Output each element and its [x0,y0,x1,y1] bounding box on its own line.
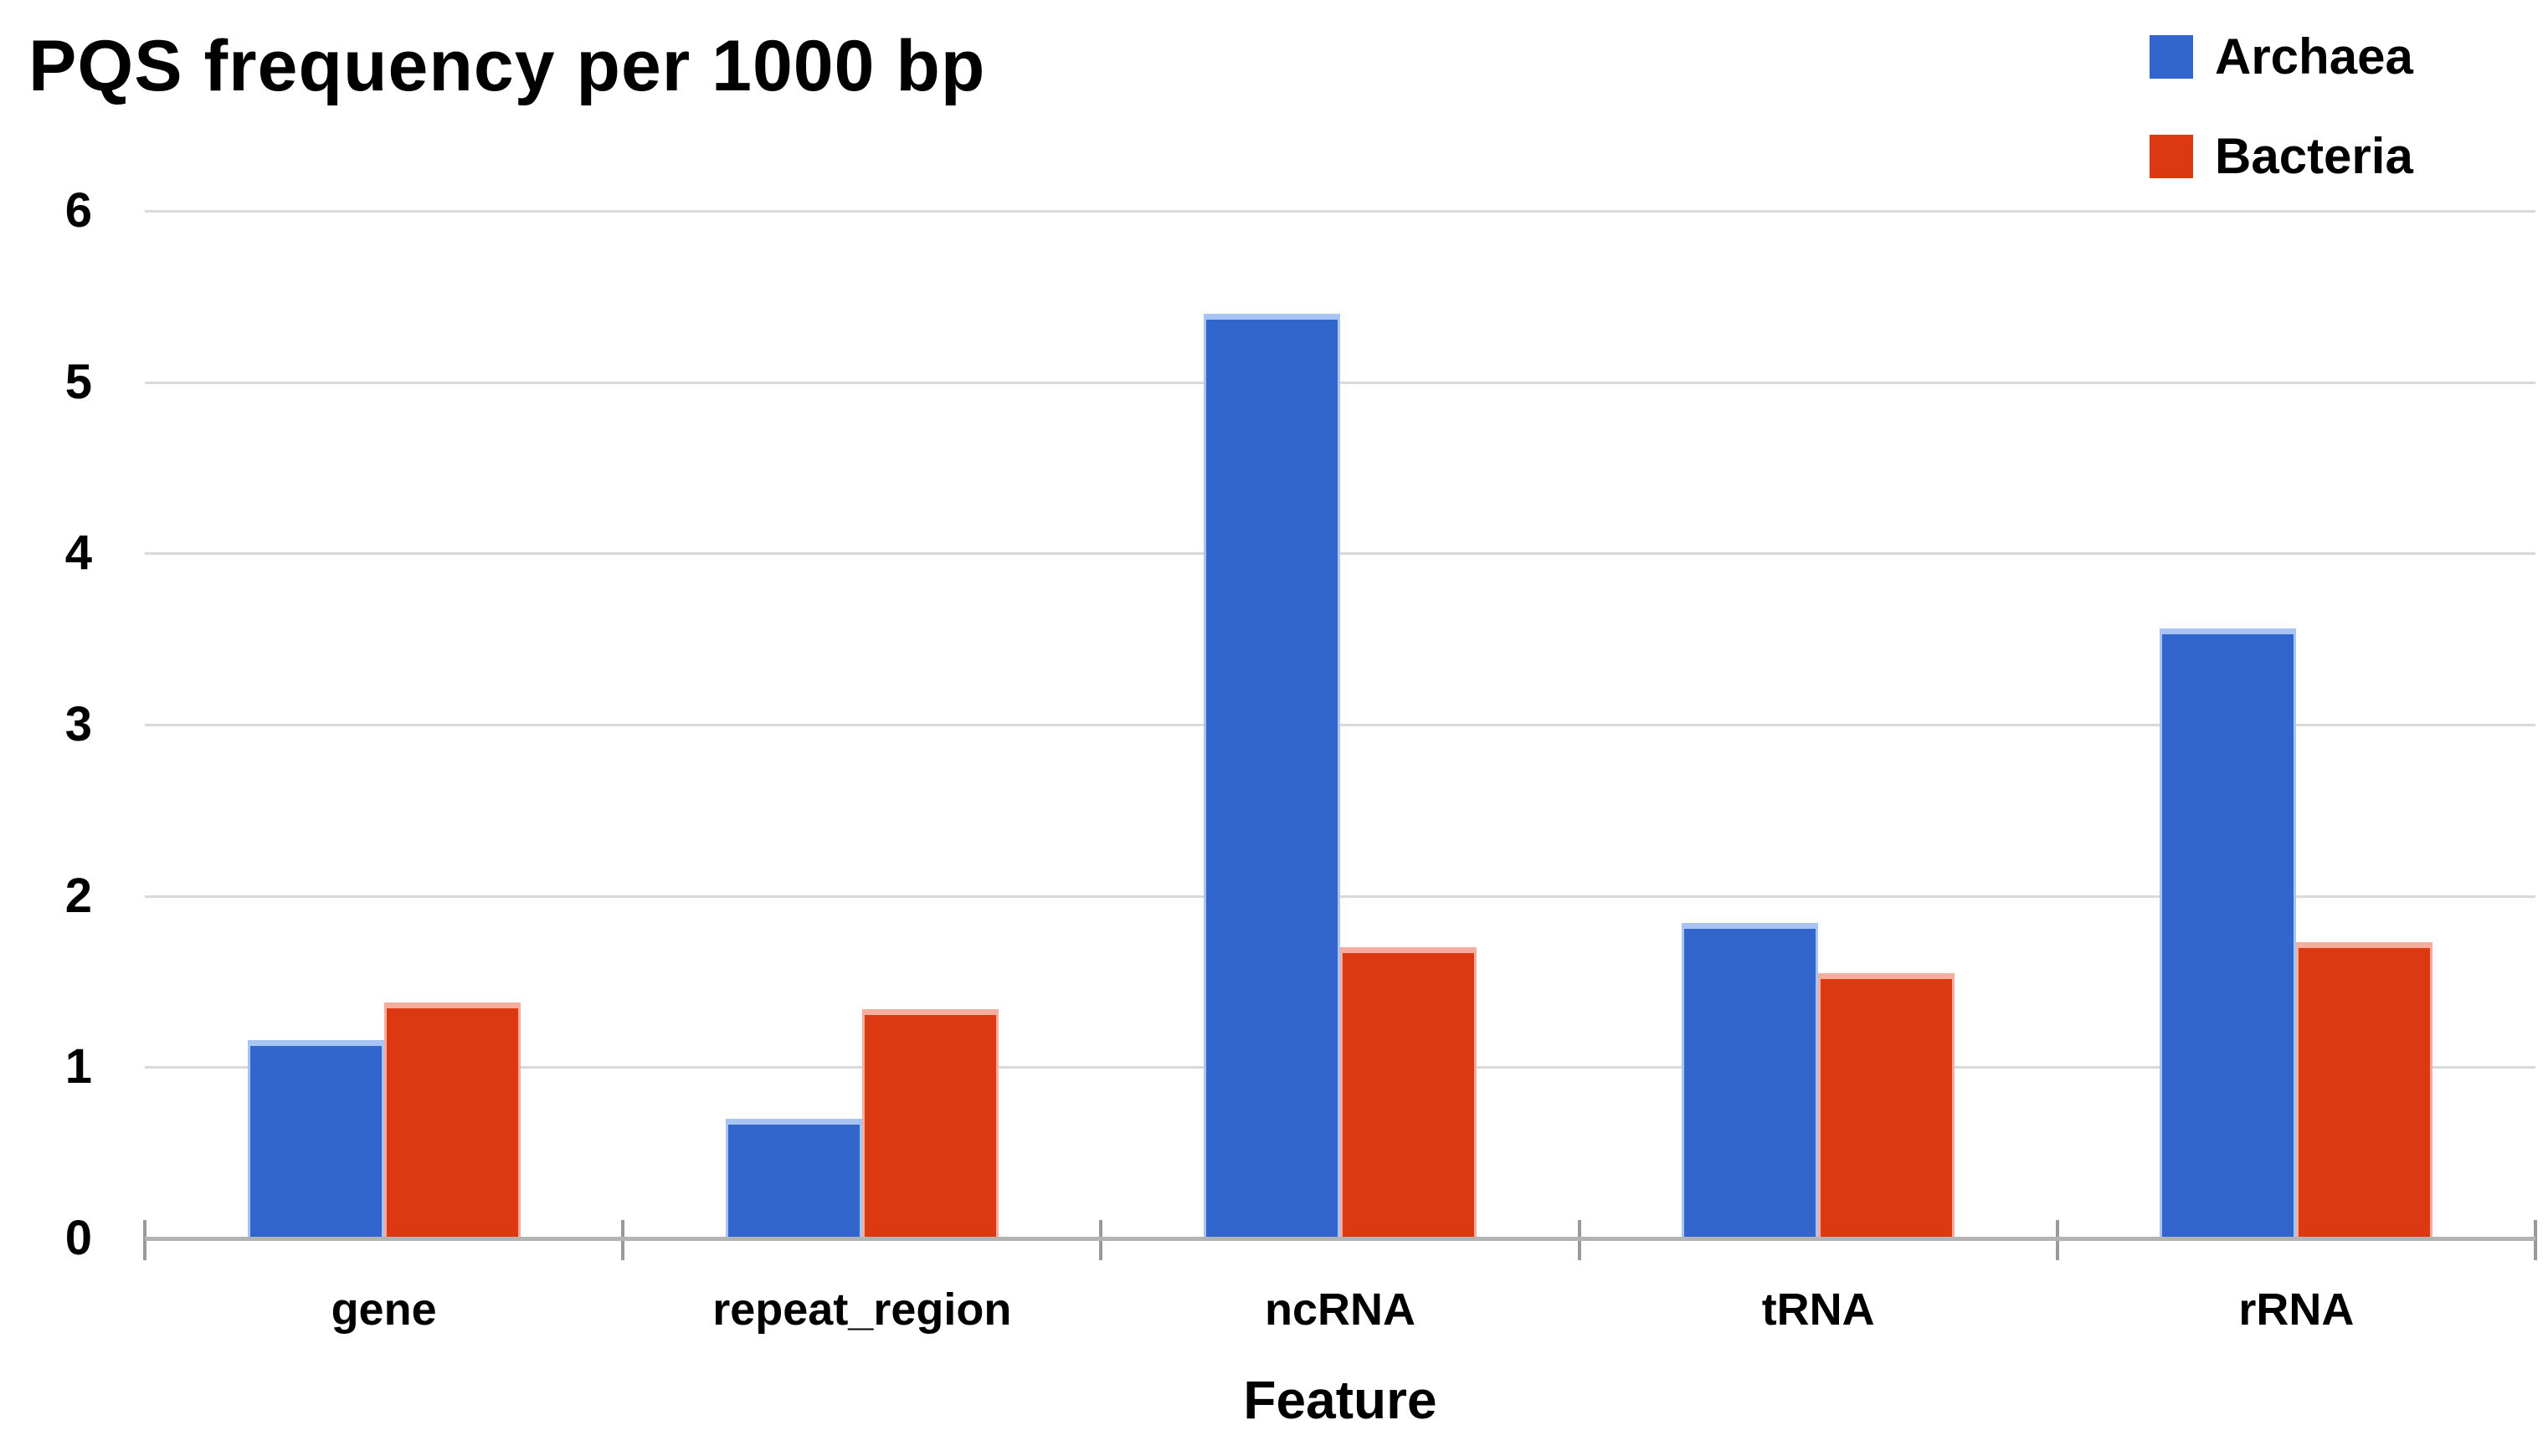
y-tick-label-5: 5 [64,354,92,409]
gridline-5 [145,381,2535,384]
bar-archaea-gene [247,1039,384,1238]
legend-swatch-bacteria [2150,135,2193,178]
x-axis-tick-5 [2534,1220,2537,1260]
bar-archaea-ncrna [1204,313,1340,1238]
x-tick-label-ncrna: ncRNA [1264,1284,1415,1335]
legend-label-bacteria: Bacteria [2215,128,2413,184]
y-tick-label-0: 0 [64,1211,92,1265]
gridline-2 [145,895,2535,898]
x-axis-title: Feature [1243,1370,1437,1430]
y-tick-label-6: 6 [64,183,92,238]
bar-archaea-repeat-region [725,1118,862,1238]
y-tick-label-2: 2 [64,868,92,923]
y-tick-label-1: 1 [64,1039,92,1095]
gridline-4 [145,552,2535,556]
y-tick-label-4: 4 [64,525,92,581]
legend-label-archaea: Archaea [2215,28,2413,85]
bar-archaea-trna [1682,923,1819,1238]
bar-bacteria-ncrna [1340,947,1477,1238]
legend-swatch-archaea [2150,35,2193,79]
x-tick-label-trna: tRNA [1761,1284,1875,1335]
legend-item-archaea: Archaea [2150,32,2413,82]
x-tick-label-rrna: rRNA [2238,1284,2355,1335]
chart-title: PQS frequency per 1000 bp [28,26,986,106]
bar-bacteria-trna [1818,972,1955,1238]
bar-bacteria-repeat-region [861,1008,999,1238]
bar-bacteria-rrna [2296,941,2433,1238]
gridline-3 [145,724,2535,726]
x-tick-label-repeat-region: repeat_region [712,1284,1012,1335]
legend-item-bacteria: Bacteria [2150,131,2413,182]
x-axis-baseline [145,1237,2535,1241]
y-tick-label-3: 3 [64,697,92,751]
bar-bacteria-gene [383,1002,521,1238]
bar-archaea-rrna [2160,628,2297,1238]
x-tick-label-gene: gene [331,1284,437,1335]
gridline-6 [145,210,2535,213]
